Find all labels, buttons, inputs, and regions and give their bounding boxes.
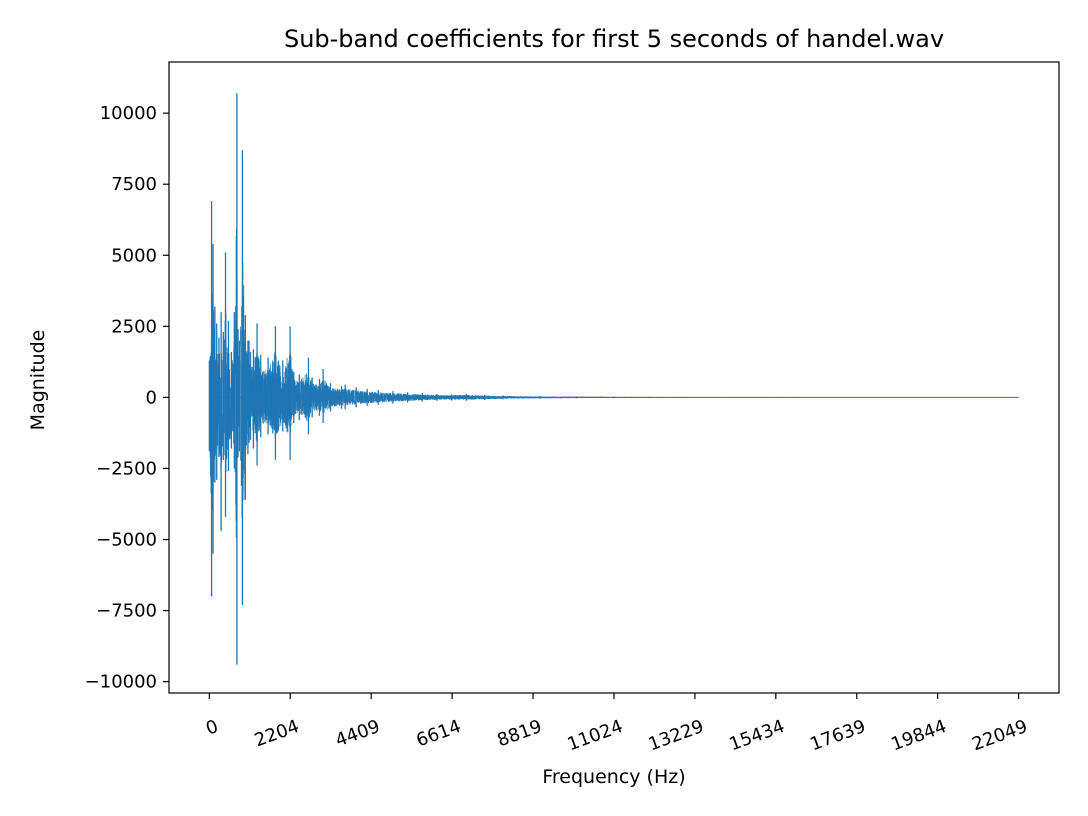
y-axis-label: Magnitude [27, 330, 49, 431]
y-tick-label: −2500 [96, 458, 157, 479]
y-tick-label: 0 [146, 387, 157, 408]
y-axis: 10000 7500 5000 2500 0 −2500 −5000 −7500 −10000 [85, 103, 169, 693]
chart-title: Sub-band coefficients for first 5 second… [284, 25, 944, 53]
plot-area [208, 93, 1020, 665]
y-tick-label: −10000 [85, 672, 157, 693]
x-axis-label: Frequency (Hz) [542, 766, 685, 788]
y-tick-label: 2500 [111, 316, 157, 337]
y-tick-label: 5000 [111, 245, 157, 266]
y-tick-label: −7500 [96, 601, 157, 622]
y-tick-label: 10000 [100, 103, 157, 124]
y-tick-label: 7500 [111, 174, 157, 195]
y-tick-label: −5000 [96, 530, 157, 551]
